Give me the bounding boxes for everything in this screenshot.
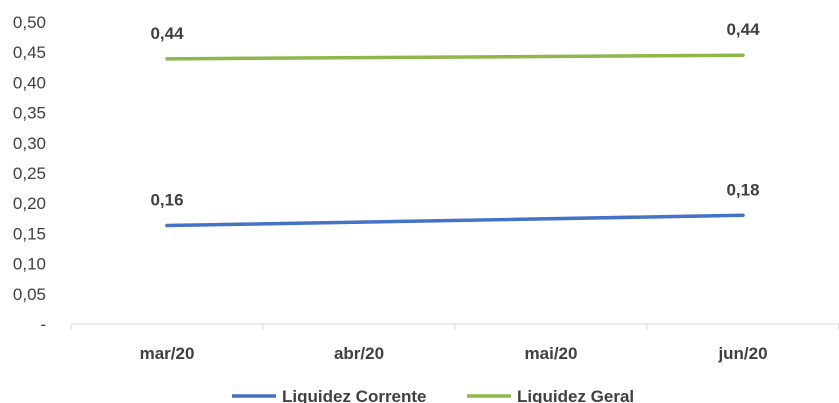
y-tick-label: 0,15: [13, 224, 46, 243]
series-line-2: [165, 53, 745, 61]
legend-label: Liquidez Geral: [517, 387, 634, 403]
x-axis: mar/20 abr/20 mai/20 jun/20: [70, 323, 839, 363]
y-axis-ticks: - 0,05 0,10 0,15 0,20 0,25 0,30 0,35 0,40 0,45 0,5…: [13, 13, 46, 334]
data-labels: 0,16 0,18 0,44 0,44: [150, 20, 760, 209]
legend-label: Liquidez Corrente: [282, 387, 427, 403]
y-tick-label: 0,45: [13, 43, 46, 62]
y-tick-label: 0,10: [13, 255, 46, 274]
data-label: 0,18: [726, 180, 759, 199]
y-tick-label: 0,40: [13, 73, 46, 92]
data-label: 0,44: [150, 24, 184, 43]
y-tick-label: -: [40, 315, 46, 334]
x-tick-label: mar/20: [140, 344, 195, 363]
y-tick-label: 0,35: [13, 104, 46, 123]
series-lines: [165, 53, 745, 228]
y-tick-label: 0,25: [13, 164, 46, 183]
x-tick-label: mai/20: [525, 344, 578, 363]
series-line-1: [165, 213, 745, 228]
x-tick-label: abr/20: [334, 344, 384, 363]
y-tick-label: 0,30: [13, 134, 46, 153]
data-label: 0,16: [150, 191, 183, 210]
y-tick-label: 0,05: [13, 285, 46, 304]
legend: Liquidez Corrente Liquidez Geral: [232, 387, 634, 403]
x-tick-label: jun/20: [717, 344, 767, 363]
data-label: 0,44: [726, 20, 760, 39]
y-tick-label: 0,20: [13, 194, 46, 213]
y-tick-label: 0,50: [13, 13, 46, 32]
